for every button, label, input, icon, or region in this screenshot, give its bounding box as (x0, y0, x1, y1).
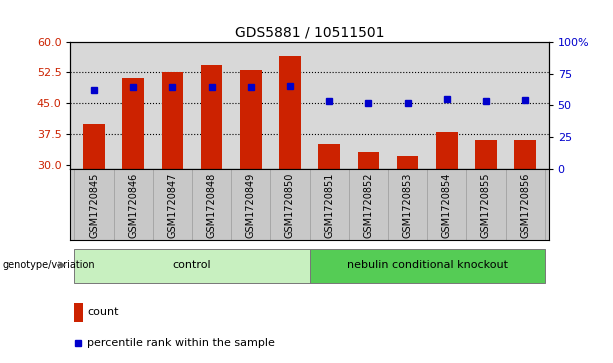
Bar (475, 140, 497, 169)
Bar (74, 303, 83, 322)
Title: GDS5881 / 10511501: GDS5881 / 10511501 (235, 25, 384, 39)
Text: GSM1720850: GSM1720850 (285, 172, 295, 238)
Bar (83, 124, 105, 169)
Text: GSM1720847: GSM1720847 (167, 172, 177, 238)
Text: GSM1720849: GSM1720849 (246, 172, 256, 238)
Bar (74, 249, 310, 283)
Text: control: control (173, 260, 211, 270)
Bar (436, 132, 457, 169)
Bar (514, 140, 536, 169)
Bar (201, 65, 223, 169)
Text: GSM1720854: GSM1720854 (442, 172, 452, 238)
Bar (397, 156, 418, 169)
Text: nebulin conditional knockout: nebulin conditional knockout (346, 260, 508, 270)
Text: GSM1720852: GSM1720852 (364, 172, 373, 238)
Text: percentile rank within the sample: percentile rank within the sample (87, 338, 275, 348)
Text: GSM1720848: GSM1720848 (207, 172, 216, 238)
Bar (357, 152, 379, 169)
Text: genotype/variation: genotype/variation (3, 260, 96, 270)
Text: GSM1720846: GSM1720846 (128, 172, 138, 238)
Bar (162, 72, 183, 169)
Text: GSM1720856: GSM1720856 (520, 172, 530, 238)
Bar (123, 78, 144, 169)
Text: count: count (87, 307, 118, 318)
Text: GSM1720851: GSM1720851 (324, 172, 334, 238)
Bar (279, 56, 301, 169)
Text: GSM1720845: GSM1720845 (89, 172, 99, 238)
Text: GSM1720855: GSM1720855 (481, 172, 491, 238)
Bar (318, 144, 340, 169)
Bar (310, 249, 545, 283)
Bar (240, 70, 262, 169)
Text: GSM1720853: GSM1720853 (403, 172, 413, 238)
